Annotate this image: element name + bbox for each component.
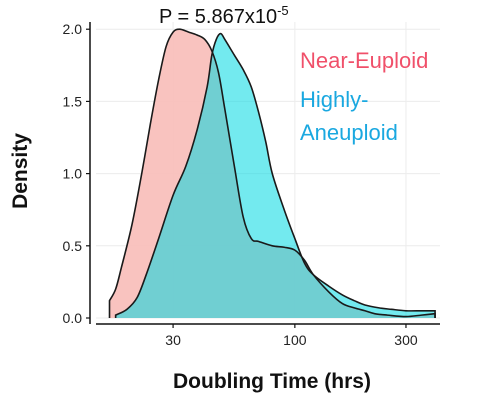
legend-entry-highly-aneuploid-line2: Aneuploid (300, 120, 398, 145)
axes (89, 22, 440, 325)
legend-entry-near-euploid: Near-Euploid (300, 48, 428, 73)
x-tick-label-0: 30 (165, 332, 181, 348)
y-tick-label-2: 1.0 (63, 166, 83, 182)
outline-near-euploid (108, 28, 436, 318)
legend-entry-highly-aneuploid-line1: Highly- (300, 87, 368, 112)
y-tick-label-0: 0.0 (63, 310, 83, 326)
density-areas (108, 28, 436, 319)
p-value-text: P = 5.867x10 (159, 6, 277, 28)
legend: Near-Euploid Highly- Aneuploid (300, 48, 428, 145)
y-tick-label-3: 1.5 (63, 93, 83, 109)
x-tick-label-1: 100 (283, 332, 307, 348)
ticks: 0.0 0.5 1.0 1.5 2.0 30 100 300 (63, 21, 418, 348)
x-tick-label-2: 300 (394, 332, 418, 348)
y-tick-label-4: 2.0 (63, 21, 83, 37)
y-axis-title: Density (9, 133, 32, 209)
p-value-exponent: -5 (277, 3, 289, 18)
area-highly-aneuploid (115, 33, 436, 319)
y-tick-label-1: 0.5 (63, 238, 83, 254)
p-value-annotation: P = 5.867x10-5 (159, 3, 289, 28)
x-axis-title: Doubling Time (hrs) (173, 370, 371, 393)
outline-highly-aneuploid (114, 32, 436, 318)
